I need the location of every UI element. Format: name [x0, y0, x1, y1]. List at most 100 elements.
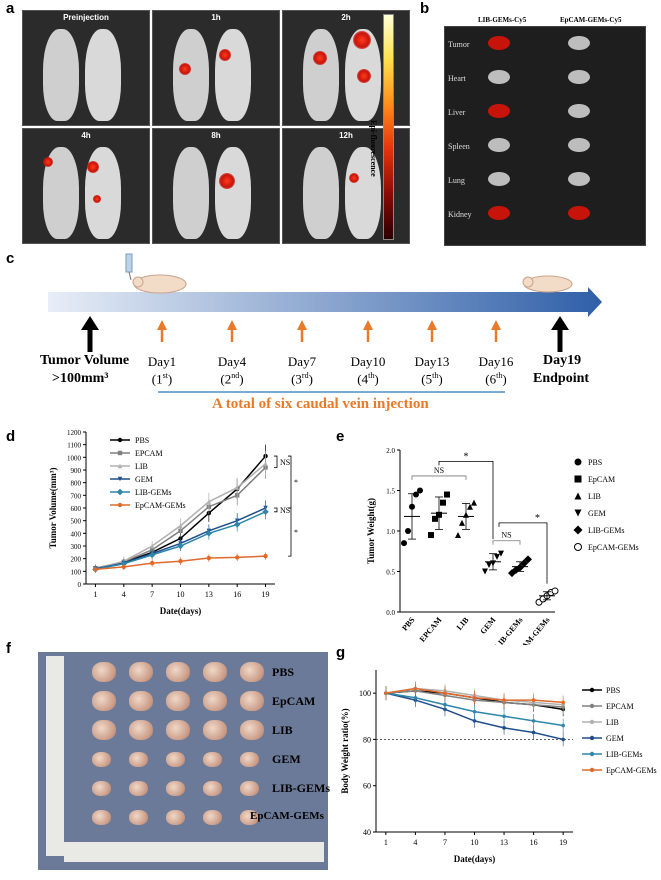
legend-label: GEM — [135, 475, 153, 484]
data-point — [432, 515, 438, 522]
panel-b-label: b — [420, 0, 430, 17]
mouse-right — [345, 147, 381, 239]
day-label: Day16 — [478, 354, 514, 369]
tumor-row-label: LIB — [272, 723, 293, 737]
data-point — [486, 562, 492, 569]
y-tick-label: 100 — [71, 568, 82, 576]
x-tick-label: 10 — [471, 838, 479, 847]
imaging-tile-title: 8h — [211, 131, 221, 140]
injection-arrow — [491, 320, 501, 342]
timeline-bar — [48, 287, 602, 317]
tumor-sample — [92, 720, 116, 740]
legend-marker — [117, 476, 123, 482]
x-tick-label: 13 — [500, 838, 508, 847]
mouse-left — [173, 29, 209, 121]
y-tick-label: 60 — [363, 782, 371, 791]
mouse-left — [173, 147, 209, 239]
tumor-row-label: LIB-GEMs — [272, 781, 331, 795]
data-point — [444, 491, 450, 498]
injection-arrow — [363, 320, 373, 342]
tumor-sample — [166, 662, 190, 682]
x-tick-label: 1 — [384, 838, 388, 847]
x-tick-label: 16 — [233, 590, 241, 599]
data-point — [531, 730, 536, 735]
series-line — [95, 455, 267, 570]
significance-bracket — [274, 455, 278, 468]
legend-label: EPCAM — [135, 449, 163, 458]
data-point — [561, 737, 565, 742]
tumor-sample — [92, 662, 116, 682]
significance-label: * — [294, 528, 298, 537]
data-point — [502, 698, 506, 702]
significance-bracket — [288, 507, 292, 557]
legend-label: EpCAM — [588, 475, 615, 484]
fluorescence-colorbar — [383, 14, 394, 240]
x-tick-label: 7 — [150, 590, 154, 599]
injection-number: (1st) — [151, 371, 173, 387]
legend-marker — [117, 502, 123, 508]
y-tick-label: 1000 — [67, 454, 82, 462]
y-tick-label: 80 — [363, 735, 371, 744]
mouse-right — [215, 147, 251, 239]
mouse-right — [85, 29, 121, 121]
tumor-sample — [203, 780, 222, 796]
tumor-sample — [92, 751, 111, 767]
end-label: Endpoint — [533, 371, 590, 386]
organ-label: Tumor — [448, 40, 470, 49]
legend-label: LIB-GEMs — [606, 750, 642, 759]
y-tick-label: 1100 — [67, 442, 81, 450]
data-point — [482, 568, 488, 575]
fluorescence-signal — [87, 161, 99, 173]
mouse-left — [303, 147, 339, 239]
day-label: Day1 — [147, 354, 177, 369]
end-arrow — [551, 316, 569, 352]
imaging-tile-title: 12h — [339, 131, 353, 140]
y-axis-title: Tumor Volume(mm³) — [48, 468, 58, 549]
data-point — [502, 714, 506, 719]
legend-label: LIB — [606, 718, 619, 727]
data-point — [413, 491, 419, 498]
tumor-sample — [129, 809, 148, 825]
legend-marker — [573, 525, 583, 535]
tumor-row-label: EpCAM-GEMs — [250, 810, 324, 822]
imaging-tile-title: 1h — [211, 13, 221, 22]
y-tick-label: 500 — [71, 518, 82, 526]
tumor-volume-chart: 0 100 200 300 400 500 600 700 800 900 1000 1100 1200… — [48, 429, 298, 616]
legend-marker — [116, 488, 124, 496]
legend-label: LIB — [588, 492, 601, 501]
day-label: Day10 — [350, 354, 386, 369]
y-tick-label: 1.0 — [386, 528, 395, 536]
x-category-label: EPCAM — [418, 615, 444, 644]
data-point — [467, 503, 473, 510]
data-point — [551, 587, 559, 595]
mouse-left — [303, 29, 339, 121]
significance-bracket — [274, 507, 278, 513]
data-point — [93, 567, 98, 572]
imaging-tile: Preinjection — [22, 10, 150, 126]
x-tick-label: 4 — [122, 590, 126, 599]
data-point — [401, 540, 407, 547]
imaging-tile: 1h — [152, 10, 280, 126]
tumor-sample — [166, 780, 185, 796]
tumor-sample — [203, 720, 227, 740]
data-point — [498, 550, 504, 557]
organ-label: Spleen — [448, 142, 470, 151]
data-point — [121, 564, 127, 570]
data-point — [417, 487, 423, 494]
x-tick-label: 10 — [177, 590, 185, 599]
fluorescence-signal — [313, 51, 327, 65]
x-category-label: PBS — [400, 615, 417, 632]
tumor-sample — [166, 751, 185, 767]
y-tick-label: 1.5 — [386, 488, 395, 496]
organ-epcam — [568, 138, 590, 152]
legend-label: EpCAM-GEMs — [135, 501, 186, 510]
y-tick-label: 100 — [359, 689, 371, 698]
legend-label: PBS — [588, 458, 602, 467]
organ-label: Lung — [448, 176, 465, 185]
legend-marker — [589, 687, 595, 693]
data-point — [443, 691, 447, 695]
injection-ordinal: rd — [301, 371, 309, 380]
injection-ordinal: th — [432, 371, 439, 380]
ruler-horizontal — [64, 842, 324, 862]
tumor-sample — [203, 691, 227, 711]
